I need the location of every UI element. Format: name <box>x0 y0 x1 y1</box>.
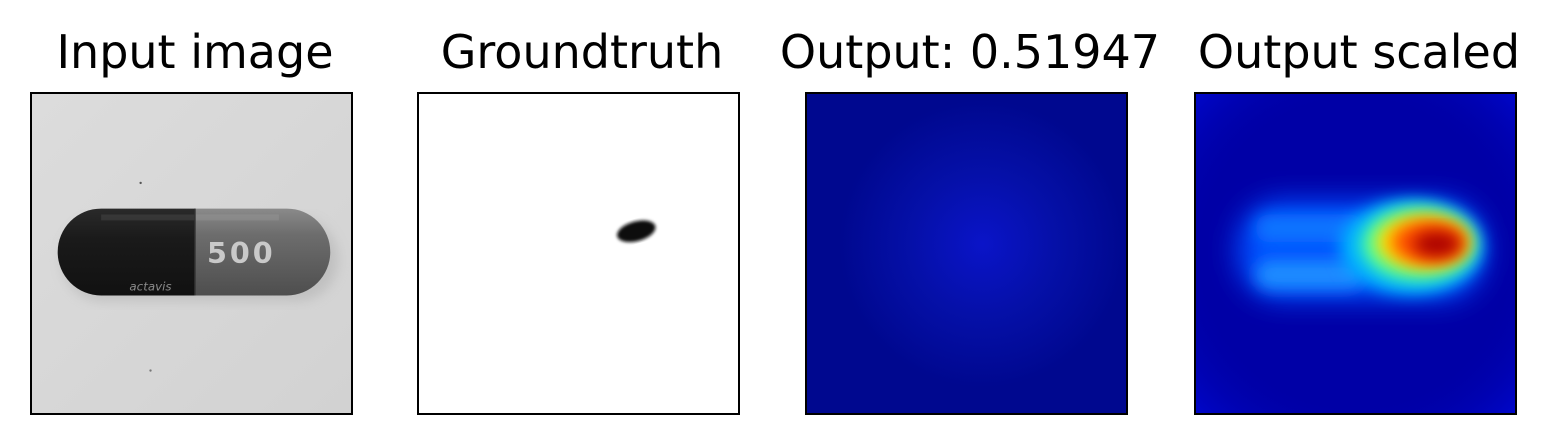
groundtruth-mask <box>419 94 738 413</box>
capsule-print-text: 500 <box>207 236 276 270</box>
panel-title: Output: 0.51947 <box>779 25 1161 79</box>
input-image-frame: 500 actavis <box>30 92 353 415</box>
panel-input-image: Input image <box>30 0 360 446</box>
output-scaled-heatmap <box>1196 94 1515 413</box>
panel-title: Output scaled <box>1197 25 1521 79</box>
groundtruth-frame <box>417 92 740 415</box>
panel-title: Groundtruth <box>440 25 724 79</box>
output-frame <box>805 92 1128 415</box>
panel-groundtruth: Groundtruth <box>417 0 747 446</box>
output-scaled-frame <box>1194 92 1517 415</box>
capsule-image: 500 actavis <box>32 94 351 413</box>
panel-output-scaled: Output scaled <box>1194 0 1524 446</box>
capsule-brand-text: actavis <box>129 280 171 294</box>
output-heatmap <box>807 94 1126 413</box>
panel-output: Output: 0.51947 <box>780 0 1160 446</box>
panel-title: Input image <box>56 25 334 79</box>
